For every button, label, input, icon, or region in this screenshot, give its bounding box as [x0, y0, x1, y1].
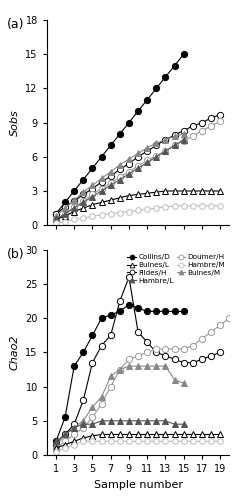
Legend: Collins/D, Bulnes/L, Fildes/H, Hambre/L, Doumer/H, Hambre/M, Bulnes/M: Collins/D, Bulnes/L, Fildes/H, Hambre/L,… — [127, 254, 226, 284]
X-axis label: Sample number: Sample number — [94, 480, 183, 490]
Text: (a): (a) — [7, 18, 24, 31]
Text: (b): (b) — [7, 248, 24, 261]
Y-axis label: Sobs: Sobs — [10, 109, 20, 136]
Y-axis label: Chao2: Chao2 — [10, 334, 20, 370]
